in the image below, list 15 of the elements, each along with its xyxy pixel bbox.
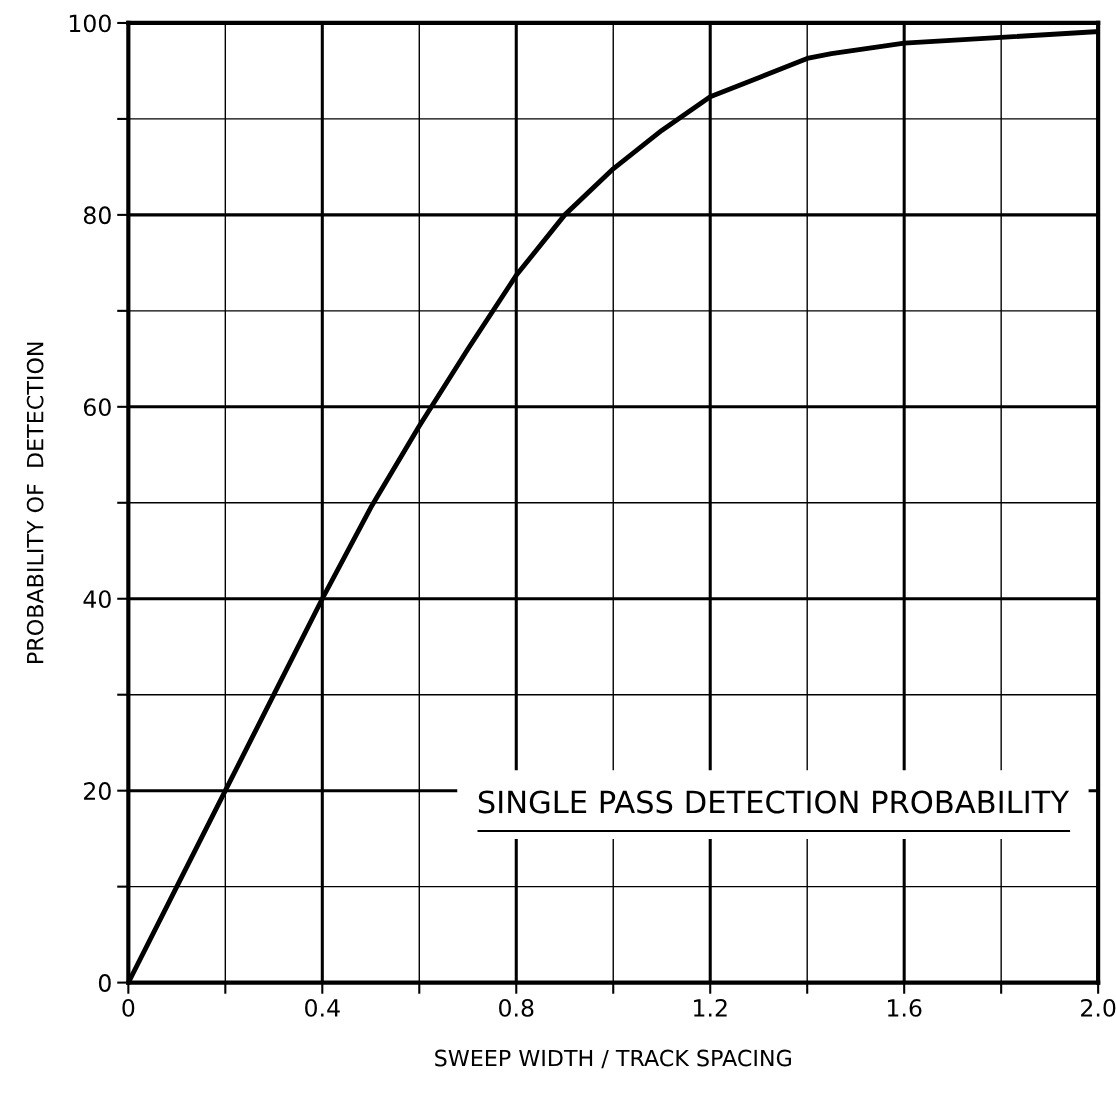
x-tick-label: 0 (122, 999, 135, 1017)
y-tick-label: 80 (83, 206, 111, 225)
y-tick-label: 100 (69, 14, 111, 33)
x-tick-label: 1.6 (888, 999, 922, 1017)
y-tick-label: 60 (83, 398, 111, 417)
annotation: SINGLE PASS DETECTION PROBABILITY (478, 790, 1070, 814)
x-tick-label: 2.0 (1081, 999, 1116, 1017)
y-tick-label: 0 (98, 974, 111, 992)
y-tick-label: 40 (83, 590, 111, 609)
y-tick-label: 20 (84, 782, 111, 800)
y-axis-title: PROBABILITY OF DETECTION (26, 342, 44, 663)
x-axis-title: SWEEP WIDTH / TRACK SPACING (435, 1049, 791, 1069)
x-tick-label: 0.4 (305, 999, 340, 1017)
x-tick-label: 1.2 (694, 999, 727, 1017)
x-tick-label: 0.8 (499, 999, 534, 1017)
